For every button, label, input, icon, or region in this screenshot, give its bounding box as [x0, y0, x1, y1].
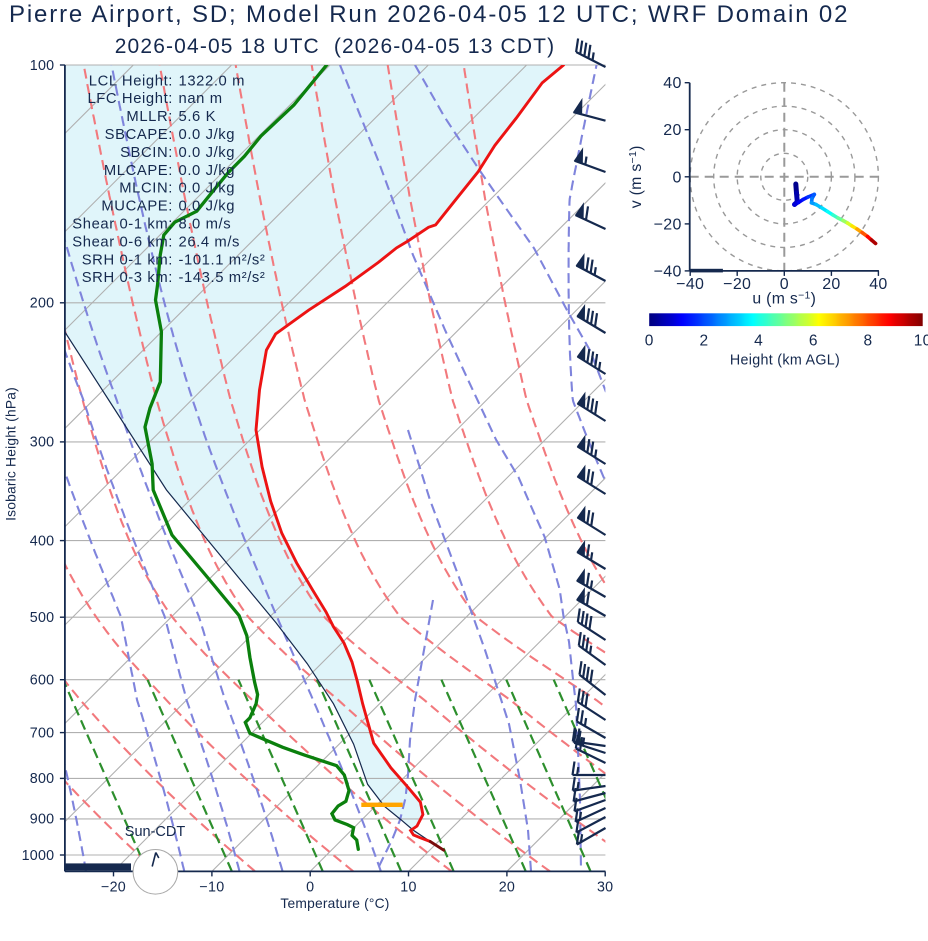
svg-text:5.6 K: 5.6 K	[179, 109, 217, 125]
svg-text:MLCIN:: MLCIN:	[119, 181, 173, 197]
svg-text:SBCAPE:: SBCAPE:	[105, 127, 173, 143]
svg-text:−40: −40	[676, 276, 704, 293]
svg-text:SRH 0-3 km:: SRH 0-3 km:	[82, 270, 173, 286]
svg-text:2: 2	[699, 333, 708, 350]
svg-text:0.0 J/kg: 0.0 J/kg	[179, 181, 236, 197]
svg-text:800: 800	[30, 771, 55, 787]
svg-text:Shear 0-1 km:: Shear 0-1 km:	[72, 217, 173, 233]
svg-text:−20: −20	[723, 276, 751, 293]
svg-text:40: 40	[663, 75, 681, 92]
svg-text:30: 30	[597, 879, 613, 895]
svg-text:MLCAPE:: MLCAPE:	[104, 163, 173, 179]
svg-text:10: 10	[400, 879, 416, 895]
svg-text:0: 0	[645, 333, 654, 350]
svg-text:8.0 m/s: 8.0 m/s	[179, 217, 232, 233]
svg-text:Isobaric Height (hPa): Isobaric Height (hPa)	[4, 387, 19, 521]
svg-text:200: 200	[30, 296, 55, 312]
svg-text:2026-04-05 18 UTC (2026-04-05: 2026-04-05 18 UTC (2026-04-05 13 CDT)	[115, 35, 556, 58]
svg-text:0.0 J/kg: 0.0 J/kg	[179, 127, 236, 143]
svg-text:10: 10	[914, 333, 928, 350]
svg-text:SRH 0-1 km:: SRH 0-1 km:	[82, 252, 173, 268]
svg-text:8: 8	[864, 333, 873, 350]
svg-text:600: 600	[30, 673, 55, 689]
svg-text:−40: −40	[654, 263, 682, 280]
svg-text:Pierre Airport, SD; Model Run: Pierre Airport, SD; Model Run 2026-04-05…	[9, 1, 849, 28]
svg-text:20: 20	[663, 122, 681, 139]
svg-text:4: 4	[754, 333, 763, 350]
svg-text:-101.1 m²/s²: -101.1 m²/s²	[179, 252, 266, 268]
svg-text:1322.0 m: 1322.0 m	[179, 73, 246, 89]
svg-text:Sun-CDT: Sun-CDT	[125, 824, 186, 840]
svg-text:26.4 m/s: 26.4 m/s	[179, 234, 241, 250]
svg-text:20: 20	[822, 276, 840, 293]
svg-text:0: 0	[780, 276, 789, 293]
svg-text:0.0 J/kg: 0.0 J/kg	[179, 145, 236, 161]
svg-text:700: 700	[30, 725, 55, 741]
svg-text:0: 0	[306, 879, 314, 895]
svg-text:nan m: nan m	[179, 91, 223, 107]
svg-text:SBCIN:: SBCIN:	[120, 145, 173, 161]
svg-text:Shear 0-6 km:: Shear 0-6 km:	[72, 234, 173, 250]
svg-text:MUCAPE:: MUCAPE:	[101, 199, 173, 215]
svg-text:−10: −10	[199, 879, 224, 895]
svg-text:−20: −20	[101, 879, 126, 895]
svg-text:0.0 J/kg: 0.0 J/kg	[179, 163, 236, 179]
svg-text:LFC Height:: LFC Height:	[87, 91, 173, 107]
svg-text:LCL Height:: LCL Height:	[89, 73, 173, 89]
svg-text:1000: 1000	[22, 848, 55, 864]
svg-text:40: 40	[869, 276, 887, 293]
svg-text:900: 900	[30, 812, 55, 828]
svg-text:-143.5 m²/s²: -143.5 m²/s²	[179, 270, 266, 286]
svg-text:0.0 J/kg: 0.0 J/kg	[179, 199, 236, 215]
svg-text:20: 20	[499, 879, 515, 895]
svg-text:MLLR:: MLLR:	[126, 109, 173, 125]
svg-text:−20: −20	[654, 216, 682, 233]
svg-text:Height (km AGL): Height (km AGL)	[730, 353, 840, 369]
svg-text:400: 400	[30, 533, 55, 549]
svg-text:500: 500	[30, 610, 55, 626]
svg-text:300: 300	[30, 435, 55, 451]
svg-text:6: 6	[809, 333, 818, 350]
svg-text:0: 0	[672, 169, 681, 186]
svg-text:100: 100	[30, 58, 55, 74]
svg-text:Temperature (°C): Temperature (°C)	[280, 896, 389, 911]
